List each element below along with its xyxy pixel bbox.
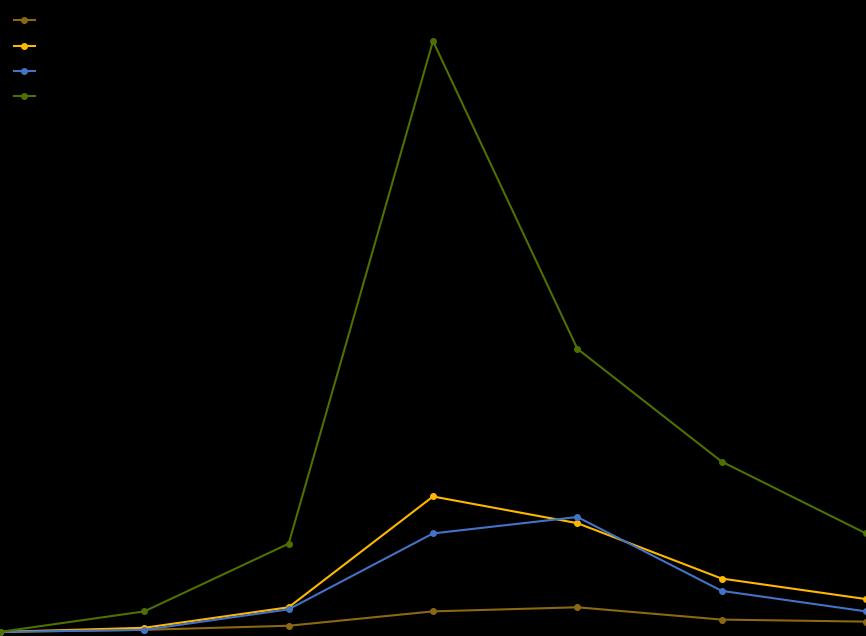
CX bbox=[428, 530, 438, 537]
GS bbox=[0, 628, 5, 636]
CX bbox=[716, 587, 727, 595]
CF bbox=[716, 616, 727, 623]
GS bbox=[428, 38, 438, 45]
CF bbox=[428, 607, 438, 615]
GS bbox=[861, 530, 866, 537]
CM bbox=[283, 604, 294, 611]
CM bbox=[572, 520, 583, 527]
CM bbox=[861, 595, 866, 603]
Line: CM: CM bbox=[0, 494, 866, 635]
CX bbox=[139, 626, 150, 633]
Line: CF: CF bbox=[0, 604, 866, 635]
Line: CX: CX bbox=[0, 515, 866, 635]
CX bbox=[572, 513, 583, 521]
GS bbox=[283, 540, 294, 548]
CF bbox=[139, 626, 150, 633]
CM bbox=[0, 628, 5, 636]
CX bbox=[283, 605, 294, 613]
GS bbox=[716, 458, 727, 466]
GS bbox=[139, 607, 150, 615]
CF bbox=[283, 622, 294, 630]
GS bbox=[572, 345, 583, 352]
Legend: , , , : , , , bbox=[7, 7, 53, 110]
CX bbox=[861, 607, 866, 615]
CM bbox=[139, 624, 150, 632]
CM bbox=[716, 575, 727, 583]
CM bbox=[428, 493, 438, 501]
CF bbox=[861, 618, 866, 625]
CF bbox=[572, 604, 583, 611]
Line: GS: GS bbox=[0, 38, 866, 635]
CX bbox=[0, 628, 5, 636]
CF bbox=[0, 628, 5, 636]
